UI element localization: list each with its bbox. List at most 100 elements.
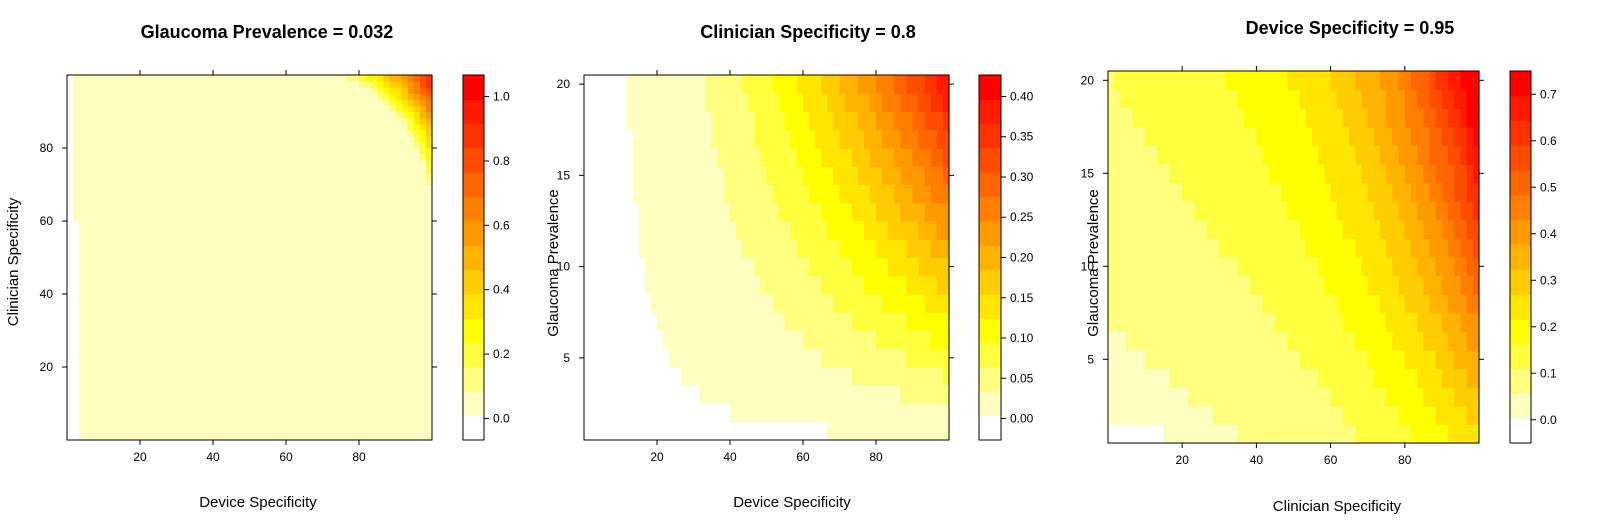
heatmap-cell	[304, 135, 311, 143]
heatmap-cell	[67, 190, 74, 198]
heatmap-cell	[760, 221, 768, 240]
heatmap-cell	[97, 117, 105, 125]
heatmap-cell	[140, 160, 147, 167]
heatmap-cell	[182, 154, 190, 161]
heatmap-cell	[407, 336, 415, 344]
heatmap-cell	[206, 160, 214, 167]
heatmap-cell	[140, 348, 147, 356]
heatmap-cell	[346, 306, 354, 313]
heatmap-cell	[365, 135, 372, 143]
color-key-tick-label: 0.8	[493, 154, 510, 168]
heatmap-cell	[243, 367, 251, 374]
heatmap-cell	[219, 81, 226, 88]
heatmap-cell	[255, 294, 263, 301]
heatmap-cell	[121, 87, 129, 94]
heatmap-cell	[298, 214, 305, 222]
heatmap-cell	[401, 336, 409, 344]
heatmap-cell	[711, 184, 719, 204]
heatmap-cell	[413, 281, 421, 289]
heatmap-cell	[711, 403, 719, 423]
heatmap-cell	[346, 251, 354, 259]
heatmap-cell	[164, 379, 172, 386]
heatmap-cell	[73, 93, 80, 100]
heatmap-cell	[273, 81, 281, 88]
heatmap-cell	[97, 221, 105, 228]
heatmap-cell	[103, 75, 111, 82]
heatmap-cell	[365, 196, 372, 204]
heatmap-cell	[158, 178, 165, 186]
heatmap-cell	[219, 433, 226, 441]
heatmap-cell	[638, 75, 646, 94]
heatmap-cell	[602, 184, 609, 204]
heatmap-cell	[219, 178, 226, 186]
heatmap-cell	[85, 190, 92, 198]
heatmap-cell	[650, 221, 658, 240]
heatmap-cell	[352, 379, 360, 386]
heatmap-cell	[383, 257, 391, 265]
color-key: 0.00.20.40.60.81.0	[462, 74, 510, 441]
heatmap-cell	[425, 324, 433, 332]
heatmap-cell	[85, 81, 92, 88]
heatmap-cell	[298, 135, 305, 143]
heatmap-cell	[133, 415, 141, 423]
heatmap-cell	[152, 403, 159, 411]
heatmap-cell	[206, 148, 214, 155]
heatmap-cell	[237, 75, 245, 82]
heatmap-cell	[133, 269, 141, 277]
heatmap-cell	[918, 184, 926, 204]
heatmap-cell	[365, 433, 372, 441]
heatmap-cell	[121, 135, 129, 143]
heatmap-cell	[657, 75, 664, 94]
color-key-bin	[463, 172, 484, 198]
heatmap-cell	[127, 214, 135, 222]
heatmap-cell	[888, 93, 895, 113]
heatmap-cell	[371, 214, 378, 222]
heatmap-cell	[164, 221, 172, 228]
heatmap-cell	[109, 233, 117, 240]
heatmap-cell	[389, 397, 397, 405]
heatmap-cell	[395, 135, 403, 143]
heatmap-cell	[255, 99, 263, 107]
heatmap-cell	[644, 148, 652, 167]
heatmap-cell	[310, 409, 318, 417]
heatmap-cell	[413, 202, 421, 210]
heatmap-cell	[395, 105, 403, 113]
heatmap-cell	[346, 81, 354, 88]
heatmap-cell	[286, 117, 293, 125]
heatmap-cell	[365, 397, 372, 405]
heatmap-cell	[413, 306, 421, 313]
heatmap-cell	[650, 184, 658, 204]
heatmap-cell	[273, 275, 281, 283]
heatmap-cell	[109, 148, 117, 155]
heatmap-cell	[79, 227, 86, 234]
heatmap-cell	[213, 166, 220, 173]
heatmap-cell	[425, 300, 433, 307]
heatmap-cell	[407, 135, 415, 143]
heatmap-cell	[292, 354, 299, 362]
heatmap-cell	[663, 166, 670, 186]
heatmap-cell	[292, 385, 299, 392]
heatmap-cell	[152, 208, 159, 216]
heatmap-cell	[401, 409, 409, 417]
heatmap-cell	[79, 281, 86, 289]
heatmap-cell	[425, 330, 433, 338]
heatmap-cell	[772, 202, 780, 222]
heatmap-cell	[133, 385, 141, 392]
heatmap-cell	[930, 184, 938, 204]
heatmap-cell	[365, 373, 372, 380]
heatmap-cell	[249, 312, 257, 319]
heatmap-cell	[930, 111, 938, 131]
heatmap-cell	[182, 373, 190, 380]
heatmap-cell	[316, 208, 324, 216]
heatmap-cell	[133, 221, 141, 228]
heatmap-cell	[328, 251, 336, 259]
heatmap-cell	[304, 269, 311, 277]
heatmap-cell	[304, 397, 311, 405]
heatmap-cell	[425, 239, 433, 246]
heatmap-cell	[91, 111, 99, 119]
heatmap-cell	[200, 245, 208, 253]
heatmap-cell	[109, 75, 117, 82]
heatmap-cell	[395, 415, 403, 423]
heatmap-cell	[352, 93, 360, 100]
heatmap-cell	[200, 166, 208, 173]
